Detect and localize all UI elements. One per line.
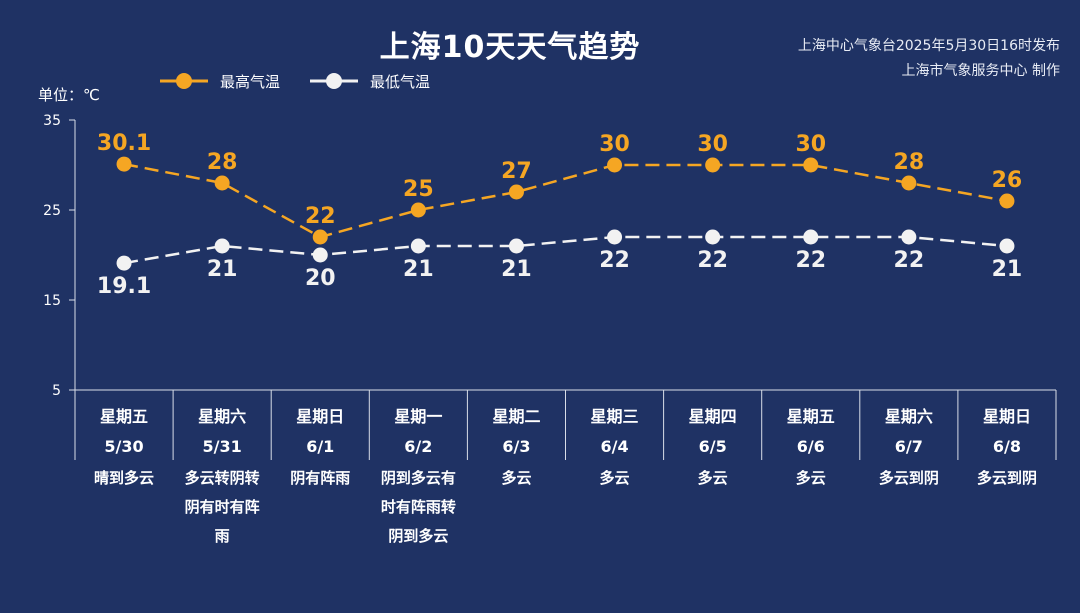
x-date-label: 6/5 <box>699 437 727 456</box>
y-tick-label: 25 <box>43 203 61 219</box>
x-weekday-label: 星期三 <box>591 407 639 426</box>
x-weather-label: 多云 <box>501 469 531 487</box>
data-label-low: 21 <box>207 257 238 282</box>
x-date-label: 6/7 <box>895 437 923 456</box>
x-weekday-label: 星期日 <box>983 407 1031 426</box>
x-date-label: 6/1 <box>306 437 334 456</box>
x-date-label: 6/4 <box>600 437 628 456</box>
data-label-high: 28 <box>894 150 925 175</box>
y-tick-label: 15 <box>43 293 61 309</box>
x-weather-label: 晴到多云 <box>94 469 154 487</box>
issuer-line-2: 上海市气象服务中心 制作 <box>901 63 1060 79</box>
data-label-high: 26 <box>992 168 1023 193</box>
data-point-low <box>312 247 328 263</box>
data-point-low <box>705 229 721 245</box>
x-weekday-label: 星期六 <box>885 407 933 426</box>
data-point-high <box>410 202 426 218</box>
x-date-label: 6/3 <box>502 437 530 456</box>
legend-label-low: 最低气温 <box>370 72 431 91</box>
legend-item-low: 最低气温 <box>310 70 430 92</box>
data-point-high <box>705 157 721 173</box>
legend: 最高气温 最低气温 <box>160 70 460 92</box>
x-weather-label: 多云到阴 <box>977 469 1037 487</box>
series-line-low <box>123 235 1008 265</box>
data-point-high <box>508 184 524 200</box>
data-label-low: 22 <box>599 248 630 273</box>
legend-swatch-high <box>160 73 208 89</box>
data-point-low <box>999 238 1015 254</box>
x-weekday-label: 星期四 <box>689 407 737 426</box>
x-weekday-label: 星期六 <box>198 407 246 426</box>
x-weekday-label: 星期日 <box>296 407 344 426</box>
x-weather-label: 多云转阴转 <box>185 469 260 487</box>
data-label-low: 21 <box>992 257 1023 282</box>
data-point-high <box>999 193 1015 209</box>
y-tick-label: 5 <box>52 383 61 399</box>
data-label-high: 28 <box>207 150 238 175</box>
legend-label-high: 最高气温 <box>220 72 281 91</box>
data-point-low <box>214 238 230 254</box>
x-weather-label: 多云到阴 <box>879 469 939 487</box>
x-weather-label: 阴到多云有 <box>381 469 456 487</box>
x-weather-label: 多云 <box>698 469 728 487</box>
x-weather-label: 雨 <box>215 527 230 545</box>
data-label-high: 30 <box>795 132 826 157</box>
x-date-label: 6/8 <box>993 437 1021 456</box>
x-weekday-label: 星期一 <box>394 407 442 426</box>
data-point-high <box>901 175 917 191</box>
data-label-high: 25 <box>403 177 434 202</box>
data-point-low <box>410 238 426 254</box>
data-point-low <box>508 238 524 254</box>
data-point-low <box>116 255 132 271</box>
issuer-info: 上海中心气象台2025年5月30日16时发布 上海市气象服务中心 制作 <box>798 34 1060 84</box>
series-line-high <box>123 162 1008 239</box>
x-date-label: 5/30 <box>104 437 143 456</box>
y-tick-label: 35 <box>43 113 61 129</box>
x-date-label: 6/6 <box>797 437 825 456</box>
x-weekday-label: 星期二 <box>492 407 540 426</box>
data-label-low: 21 <box>403 257 434 282</box>
issuer-line-1: 上海中心气象台2025年5月30日16时发布 <box>797 38 1060 54</box>
data-label-low: 21 <box>501 257 532 282</box>
data-label-high: 30.1 <box>97 131 151 156</box>
data-point-high <box>312 229 328 245</box>
x-weather-label: 多云 <box>796 469 826 487</box>
data-label-low: 20 <box>305 266 336 291</box>
data-point-low <box>803 229 819 245</box>
x-weekday-label: 星期五 <box>100 407 148 426</box>
legend-item-high: 最高气温 <box>160 70 280 92</box>
data-point-high <box>607 157 623 173</box>
data-label-high: 30 <box>697 132 728 157</box>
legend-swatch-low <box>310 73 359 89</box>
x-weather-label: 阴到多云 <box>388 527 448 545</box>
x-weather-label: 多云 <box>600 469 630 487</box>
x-weekday-label: 星期五 <box>787 407 835 426</box>
data-point-high <box>803 157 819 173</box>
x-weather-label: 阴有时有阵 <box>185 498 260 516</box>
unit-label: 单位：℃ <box>38 86 100 104</box>
data-label-low: 22 <box>697 248 728 273</box>
data-label-low: 22 <box>795 248 826 273</box>
data-label-low: 22 <box>894 248 925 273</box>
x-weather-label: 阴有阵雨 <box>290 469 350 487</box>
data-label-high: 22 <box>305 204 336 229</box>
data-point-low <box>901 229 917 245</box>
data-point-high <box>116 156 132 172</box>
data-label-high: 30 <box>599 132 630 157</box>
chart-title: 上海10天天气趋势 <box>379 30 641 65</box>
data-point-low <box>607 229 623 245</box>
data-label-low: 19.1 <box>97 274 151 299</box>
data-point-high <box>214 175 230 191</box>
x-weather-label: 时有阵雨转 <box>381 498 456 516</box>
x-date-label: 6/2 <box>404 437 432 456</box>
data-label-high: 27 <box>501 159 532 184</box>
x-date-label: 5/31 <box>203 437 242 456</box>
